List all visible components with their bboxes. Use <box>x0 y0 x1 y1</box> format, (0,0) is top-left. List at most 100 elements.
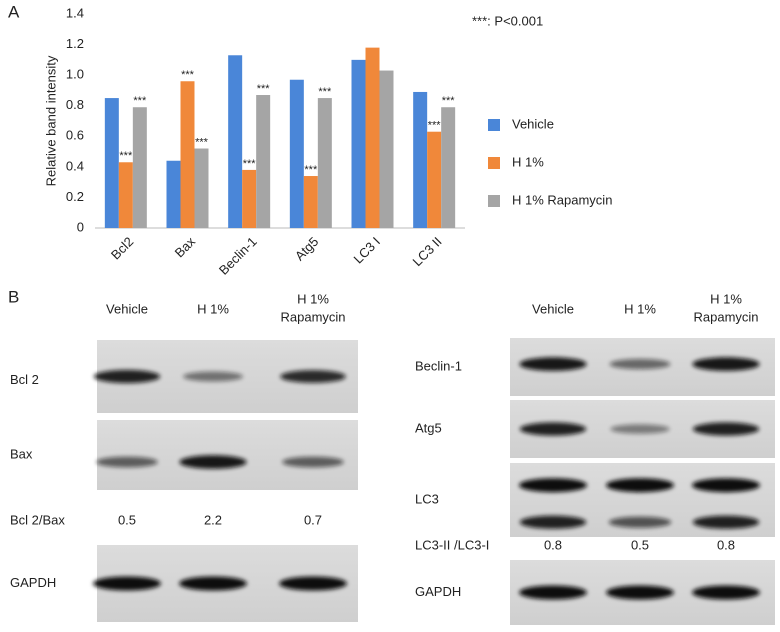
bar <box>427 131 442 228</box>
ratio-value: 0.7 <box>304 512 322 527</box>
band <box>692 515 760 529</box>
row-label: LC3 <box>415 491 439 506</box>
bar <box>317 98 332 228</box>
bar <box>194 148 209 228</box>
significance-mark: *** <box>243 158 257 170</box>
x-tick-label: LC3 II <box>410 234 445 269</box>
bar <box>441 107 456 228</box>
band <box>610 424 670 434</box>
y-axis-label: Relative band intensity <box>43 55 58 186</box>
significance-mark: *** <box>304 164 318 176</box>
ratio-value: 0.8 <box>717 537 735 552</box>
ratio-label: LC3-II /LC3-I <box>415 537 489 552</box>
band <box>279 576 347 591</box>
significance-mark: *** <box>133 95 147 107</box>
ratio-label: Bcl 2/Bax <box>10 512 65 527</box>
y-tick-label: 1.2 <box>66 36 84 51</box>
bar <box>365 47 380 228</box>
lane-label: Vehicle <box>532 301 574 316</box>
band <box>96 456 158 468</box>
legend-swatch <box>488 119 500 131</box>
ratio-value: 0.5 <box>118 512 136 527</box>
band <box>692 478 760 493</box>
bar <box>379 70 394 228</box>
y-tick-label: 0.4 <box>66 158 84 173</box>
ratio-value: 0.5 <box>631 537 649 552</box>
bar <box>303 176 318 228</box>
band <box>692 422 760 436</box>
y-tick-label: 0.2 <box>66 189 84 204</box>
significance-mark: *** <box>442 95 456 107</box>
significance-mark: *** <box>119 150 133 162</box>
lane-label: H 1% <box>297 291 329 306</box>
x-tick-label: LC3 I <box>350 234 383 267</box>
panel-label: B <box>8 287 19 306</box>
band <box>282 456 344 468</box>
bar <box>118 162 133 228</box>
band <box>519 515 587 529</box>
band <box>608 516 672 528</box>
bar <box>413 91 428 228</box>
x-tick-label: Bax <box>172 234 199 261</box>
x-tick-label: Beclin-1 <box>216 234 260 278</box>
bar <box>228 55 243 229</box>
significance-mark: *** <box>318 86 332 98</box>
row-label: Beclin-1 <box>415 358 462 373</box>
lane-label: Rapamycin <box>693 309 758 324</box>
row-label: GAPDH <box>10 575 56 590</box>
significance-mark: *** <box>428 120 442 132</box>
lane-label: H 1% <box>197 301 229 316</box>
band <box>519 422 587 436</box>
legend-label: H 1% <box>512 154 544 169</box>
significance-mark: *** <box>257 83 271 95</box>
bar <box>132 107 147 228</box>
band <box>179 455 247 469</box>
band <box>519 585 587 600</box>
lane-label: Rapamycin <box>280 309 345 324</box>
band <box>519 357 587 371</box>
lane-label: H 1% <box>710 291 742 306</box>
row-label: GAPDH <box>415 584 461 599</box>
band <box>280 370 346 383</box>
bar <box>166 160 181 228</box>
row-label: Bcl 2 <box>10 372 39 387</box>
legend-swatch <box>488 195 500 207</box>
y-tick-label: 0.8 <box>66 97 84 112</box>
band <box>93 369 161 384</box>
band <box>609 358 671 370</box>
legend-swatch <box>488 157 500 169</box>
band <box>179 576 247 591</box>
x-tick-label: Atg5 <box>292 234 322 264</box>
significance-mark: *** <box>195 136 209 148</box>
lane-label: Vehicle <box>106 301 148 316</box>
legend-label: Vehicle <box>512 116 554 131</box>
blot <box>97 420 358 490</box>
bar <box>351 59 366 228</box>
band <box>183 371 243 382</box>
bar <box>180 81 195 228</box>
ratio-value: 2.2 <box>204 512 222 527</box>
bar <box>289 79 304 228</box>
annotation: ***: P<0.001 <box>472 13 543 28</box>
ratio-value: 0.8 <box>544 537 562 552</box>
significance-mark: *** <box>181 69 195 81</box>
y-tick-label: 0.6 <box>66 128 84 143</box>
bar <box>242 169 257 228</box>
band <box>93 576 161 591</box>
band <box>519 478 587 493</box>
y-tick-label: 1.4 <box>66 5 84 20</box>
band <box>692 357 760 371</box>
row-label: Bax <box>10 446 33 461</box>
x-tick-label: Bcl2 <box>108 234 136 262</box>
lane-label: H 1% <box>624 301 656 316</box>
panel-label: A <box>8 2 20 21</box>
legend-label: H 1% Rapamycin <box>512 192 612 207</box>
bar <box>256 95 271 228</box>
row-label: Atg5 <box>415 420 442 435</box>
y-tick-label: 0 <box>77 219 84 234</box>
band <box>606 478 674 493</box>
band <box>606 585 674 600</box>
band <box>692 585 760 600</box>
bar <box>104 98 119 228</box>
